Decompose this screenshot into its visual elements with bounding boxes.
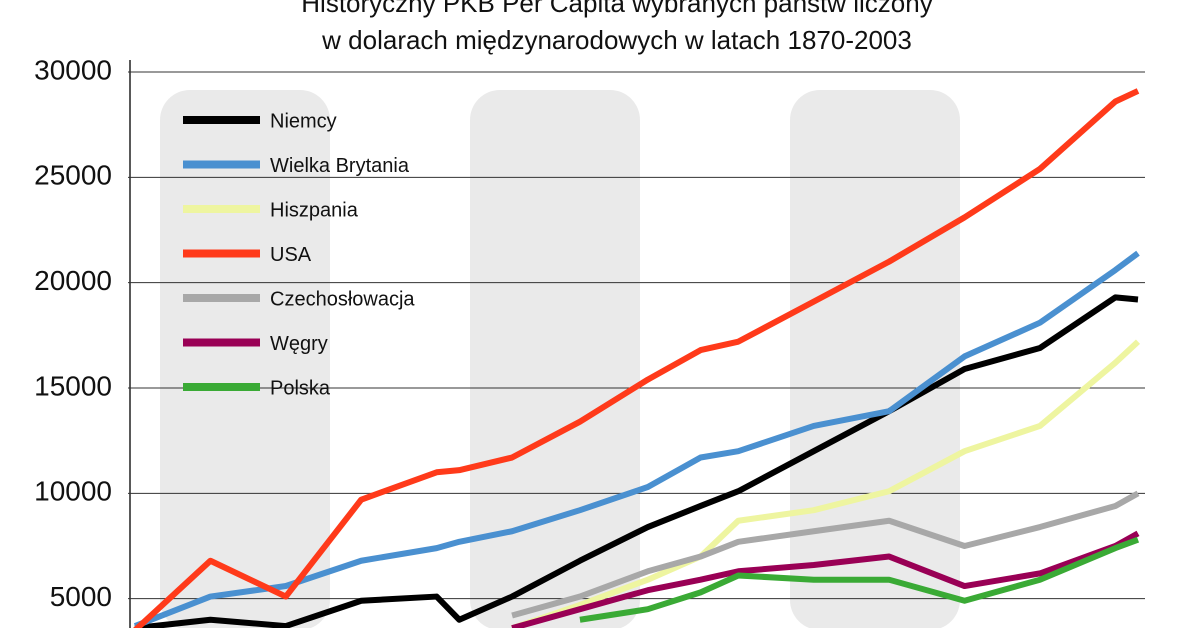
y-tick-label: 20000 xyxy=(34,265,112,296)
y-tick-label: 30000 xyxy=(34,54,112,85)
chart-title: Historyczny PKB Per Capita wybranych pań… xyxy=(301,0,932,18)
legend-label: Hiszpania xyxy=(270,199,359,221)
legend-label: Czechosłowacja xyxy=(270,288,415,310)
legend-label: USA xyxy=(270,244,312,266)
series-line xyxy=(132,88,1140,633)
series-line xyxy=(133,250,1140,629)
legend-label: Polska xyxy=(270,377,331,399)
y-tick-label: 25000 xyxy=(34,160,112,191)
y-tick-label: 10000 xyxy=(34,476,112,507)
legend-label: Węgry xyxy=(270,333,328,355)
background xyxy=(160,90,960,630)
series-line xyxy=(579,536,1140,623)
series-line xyxy=(511,339,1141,631)
legend-label: Wielka Brytania xyxy=(270,155,410,177)
series-line xyxy=(134,294,1139,632)
chart-title: w dolarach międzynarodowych w latach 187… xyxy=(321,25,912,55)
legend-label: Niemcy xyxy=(270,110,337,132)
series-line xyxy=(511,490,1140,619)
series-line xyxy=(511,530,1140,632)
y-tick-label: 15000 xyxy=(34,370,112,401)
y-tick-label: 5000 xyxy=(50,581,112,612)
